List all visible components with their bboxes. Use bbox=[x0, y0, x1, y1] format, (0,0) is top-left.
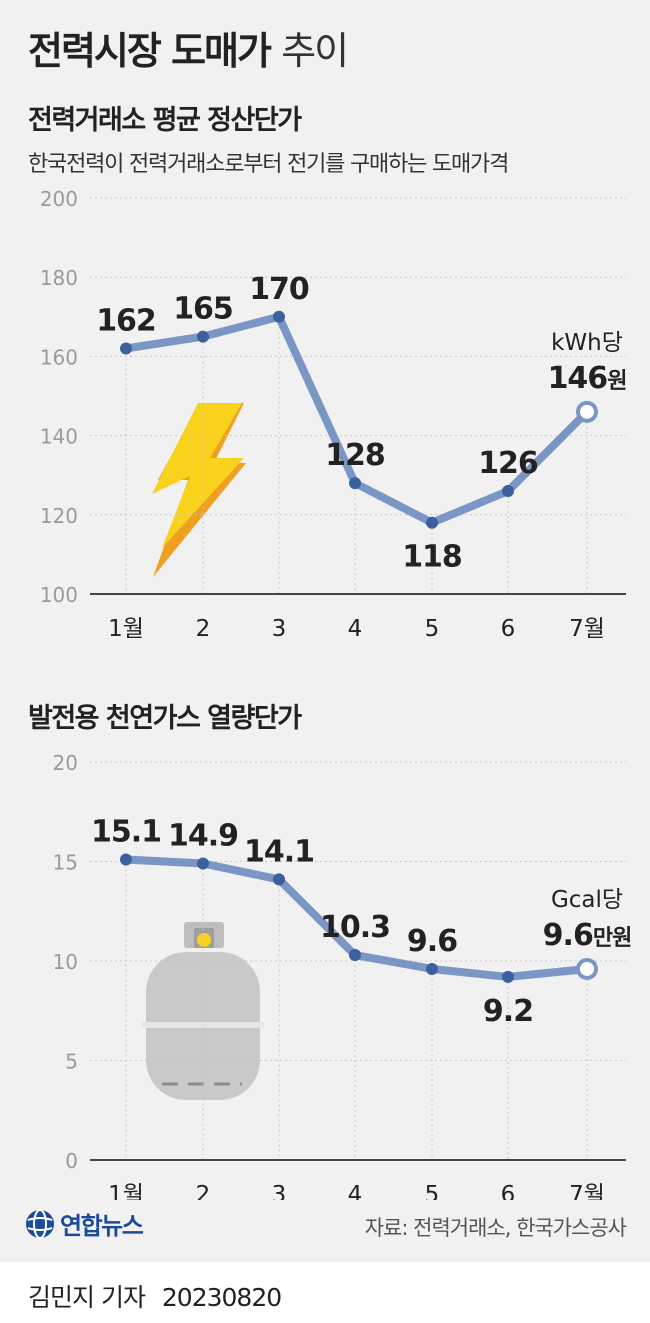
y-tick-label: 120 bbox=[40, 504, 78, 528]
chart-panel: 전력시장 도매가 추이 전력거래소 평균 정산단가 한국전력이 전력거래소로부터… bbox=[0, 0, 650, 1262]
data-label: 146원 bbox=[548, 361, 627, 396]
y-tick-label: 10 bbox=[53, 950, 78, 974]
logo-text: 연합뉴스 bbox=[60, 1212, 144, 1240]
x-tick-label: 3 bbox=[272, 616, 287, 642]
price-line-chart: 100 120 140 160 180 200 1월 2 3 4 5 6 7월 162 165 170 128 1… bbox=[40, 187, 628, 642]
data-label: 14.9 bbox=[168, 818, 238, 853]
lightning-bolt-icon bbox=[152, 403, 246, 577]
y-tick-label: 5 bbox=[65, 1050, 78, 1074]
data-label: 9.6만원 bbox=[543, 918, 632, 953]
page-title-light: 추이 bbox=[281, 29, 349, 73]
data-point-marker bbox=[349, 477, 361, 490]
x-tick-label: 4 bbox=[348, 1182, 363, 1200]
x-tick-label: 2 bbox=[196, 1182, 211, 1200]
data-label: 10.3 bbox=[320, 910, 390, 945]
bolt-body bbox=[152, 403, 244, 548]
data-label: 9.6 bbox=[407, 924, 457, 959]
data-point-marker bbox=[273, 310, 285, 323]
page-title: 전력시장 도매가 추이 bbox=[28, 20, 349, 75]
x-tick-label: 7월 bbox=[569, 616, 605, 642]
x-tick-label: 2 bbox=[196, 616, 211, 642]
y-tick-label: 20 bbox=[53, 751, 78, 775]
yonhap-logo: 연합뉴스 bbox=[24, 1206, 144, 1241]
data-point-marker bbox=[576, 957, 598, 980]
data-label: 162 bbox=[96, 303, 156, 338]
page-title-bold: 전력시장 도매가 bbox=[28, 29, 272, 73]
y-tick-label: 180 bbox=[40, 266, 78, 290]
x-tick-label: 5 bbox=[425, 1182, 440, 1200]
data-point-marker bbox=[349, 949, 361, 962]
data-point-marker bbox=[120, 342, 132, 355]
tank-valve-knob bbox=[197, 933, 211, 947]
yonhap-globe-icon bbox=[26, 1208, 54, 1239]
y-tick-label: 0 bbox=[65, 1149, 78, 1173]
data-point-marker bbox=[502, 485, 514, 498]
data-label: 14.1 bbox=[244, 834, 314, 869]
data-point-marker bbox=[576, 400, 598, 423]
gas-tank-icon bbox=[142, 922, 264, 1100]
chart1-subtitle: 한국전력이 전력거래소로부터 전기를 구매하는 도매가격 bbox=[28, 152, 509, 177]
data-label: 15.1 bbox=[91, 815, 161, 850]
unit-label: Gcal당 bbox=[551, 887, 623, 913]
chart2-title: 발전용 천연가스 열량단가 bbox=[28, 703, 302, 734]
reporter-name: 김민지 기자 bbox=[28, 1283, 146, 1312]
x-tick-label: 6 bbox=[501, 616, 516, 642]
data-label: 165 bbox=[173, 292, 233, 327]
data-label: 9.2 bbox=[483, 994, 533, 1029]
data-point-marker bbox=[426, 516, 438, 529]
data-point-marker bbox=[426, 962, 438, 975]
y-tick-label: 140 bbox=[40, 425, 78, 449]
gas-line-chart: 0 5 10 15 20 1월 2 3 4 5 6 7월 15.1 14.9 14.1 10.3 9.6 9.2 G… bbox=[53, 751, 633, 1200]
chart1-title: 전력거래소 평균 정산단가 bbox=[28, 105, 302, 136]
data-label: 170 bbox=[249, 272, 309, 307]
x-tick-label: 7월 bbox=[569, 1182, 605, 1200]
data-point-marker bbox=[197, 857, 209, 870]
data-label: 126 bbox=[478, 446, 538, 481]
x-tick-label: 1월 bbox=[108, 1182, 144, 1200]
y-tick-label: 100 bbox=[40, 583, 78, 607]
y-tick-label: 15 bbox=[53, 851, 78, 875]
unit-label: kWh당 bbox=[551, 330, 623, 356]
data-label: 128 bbox=[325, 438, 385, 473]
x-tick-label: 4 bbox=[348, 616, 363, 642]
data-point-marker bbox=[197, 330, 209, 343]
data-source: 자료: 전력거래소, 한국가스공사 bbox=[364, 1216, 627, 1240]
data-label: 118 bbox=[402, 540, 462, 575]
data-point-marker bbox=[502, 970, 514, 983]
x-tick-label: 5 bbox=[425, 616, 440, 642]
y-tick-label: 160 bbox=[40, 345, 78, 369]
unit-suffix: 원 bbox=[607, 369, 626, 394]
unit-suffix: 만원 bbox=[593, 926, 631, 951]
data-point-marker bbox=[273, 873, 285, 886]
y-tick-label: 200 bbox=[40, 187, 78, 211]
data-point-marker bbox=[120, 853, 132, 866]
x-tick-label: 1월 bbox=[108, 616, 144, 642]
x-tick-label: 6 bbox=[501, 1182, 516, 1200]
byline: 김민지 기자 20230820 bbox=[28, 1278, 282, 1314]
x-tick-label: 3 bbox=[272, 1182, 287, 1200]
publish-date: 20230820 bbox=[161, 1283, 282, 1312]
